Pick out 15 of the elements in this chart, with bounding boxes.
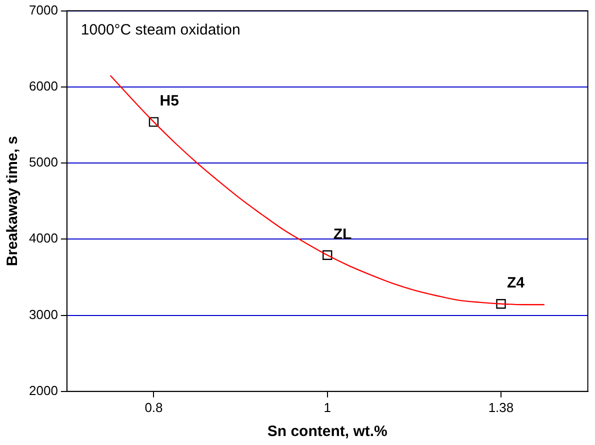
y-axis-title: Breakaway time, s <box>4 136 22 266</box>
y-tick-label: 4000 <box>29 230 58 246</box>
annotation: ZL <box>333 226 352 243</box>
annotation: 1000°C steam oxidation <box>80 21 240 38</box>
y-tick-label: 3000 <box>29 306 58 322</box>
y-tick-label: 2000 <box>29 382 58 398</box>
y-tick-label: 6000 <box>29 78 58 94</box>
x-axis-title: Sn content, wt.% <box>267 423 388 440</box>
y-tick-label: 5000 <box>29 154 58 170</box>
annotation: H5 <box>160 92 179 110</box>
x-tick-label: 1.38 <box>488 400 514 415</box>
x-tick-label: 0.8 <box>144 400 163 415</box>
annotation: Z4 <box>506 274 526 292</box>
y-tick-label: 7000 <box>29 2 58 18</box>
x-tick-label: 1 <box>324 400 331 415</box>
